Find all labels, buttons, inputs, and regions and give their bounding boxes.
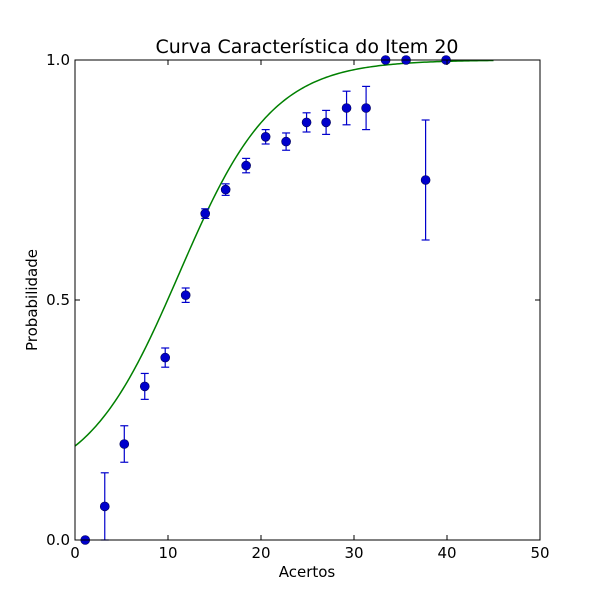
x-axis: 0 10 20 30 40 50 [70,60,550,562]
x-tick-label: 10 [158,544,177,562]
x-tick-label: 40 [437,544,456,562]
y-tick-label: 1.0 [46,51,70,69]
data-point-10 [260,132,271,142]
y-tick-label: 0.5 [46,291,70,309]
x-tick-label: 20 [251,544,270,562]
data-point-12 [301,117,312,128]
data-point-14 [341,103,352,113]
x-tick-label: 50 [530,544,549,562]
data-point-4 [139,381,150,392]
data-point-6 [180,290,191,301]
fitted-curve [75,60,494,447]
chart-title: Curva Característica do Item 20 [155,36,458,58]
data-point-5 [160,352,171,363]
data-point-8 [220,184,231,195]
x-axis-label: Acertos [279,563,336,581]
data-point-18 [420,175,431,185]
data-point-15 [361,103,371,113]
x-tick-label: 30 [344,544,363,562]
data-point-7 [200,208,210,219]
y-axis-label: Probabilidade [23,249,41,351]
data-point-9 [241,160,251,171]
data-point-2 [99,501,110,512]
x-tick-label: 0 [70,544,80,562]
y-axis: 0.0 0.5 1.0 [46,51,540,549]
data-point-3 [119,439,130,449]
data-point-13 [321,117,331,128]
y-tick-label: 0.0 [46,531,70,549]
data-point-11 [281,136,291,147]
